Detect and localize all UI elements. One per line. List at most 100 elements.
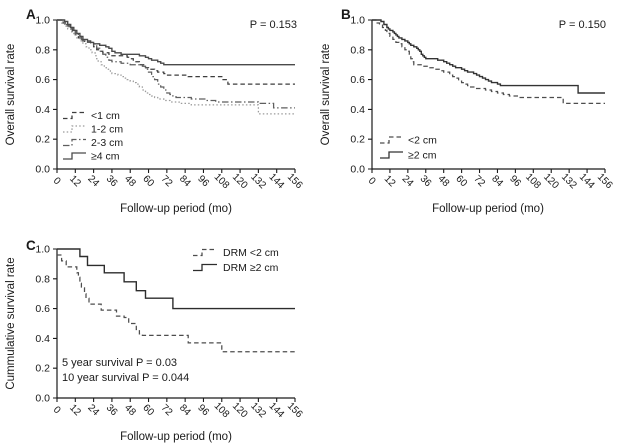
panel-letter-b: B [341, 7, 351, 22]
x-tick-label: 36 [418, 174, 434, 190]
legend-label-2-cm: <2 cm [408, 135, 437, 147]
tick-marks [53, 19, 296, 173]
y-tick-label: 0.2 [35, 134, 50, 146]
y-tick-label: 0.8 [350, 44, 365, 56]
y-tick-label: 1.0 [35, 244, 50, 256]
curve-2-3-cm [57, 19, 295, 109]
x-tick-label: 132 [248, 172, 268, 192]
x-tick-label: 36 [104, 403, 120, 419]
curve-2-cm [372, 19, 605, 94]
x-tick-label: 96 [195, 403, 211, 419]
y-tick-label: 0.2 [35, 363, 50, 375]
x-tick-label: 144 [577, 172, 597, 192]
panel-letter-c: C [26, 238, 36, 253]
x-tick-label: 108 [212, 172, 232, 192]
x-tick-label: 0 [51, 175, 63, 187]
panel-c: 0.0 0.2 0.4 0.6 0.8 1.0 0 12 24 36 48 60 72 84 96 10812… [5, 238, 305, 443]
p-value-annotation: P = 0.150 [559, 19, 606, 31]
legend-label-1-2-cm: 1-2 cm [91, 124, 123, 136]
curve-drm-2-cm [57, 248, 295, 310]
y-tick-label: 0.2 [350, 134, 365, 146]
curve-2-cm [372, 19, 605, 105]
y-tick-label: 0.4 [350, 104, 365, 116]
legend-line-sample-drm-2-cm [193, 248, 217, 257]
legend-label-2-cm: ≥2 cm [408, 150, 437, 162]
x-tick-label: 12 [67, 403, 83, 419]
x-tick-label: 72 [159, 403, 175, 419]
legend-line-sample-drm-2-cm [193, 263, 217, 272]
x-tick-label: 72 [471, 174, 487, 190]
x-tick-label: 84 [177, 403, 193, 419]
y-tick-label: 0.6 [350, 74, 365, 86]
x-axis-title: Follow-up period (mo) [120, 203, 232, 215]
x-tick-label: 156 [285, 401, 305, 421]
y-tick-label: 1.0 [350, 15, 365, 27]
x-tick-label: 48 [436, 174, 452, 190]
x-tick-label: 96 [507, 174, 523, 190]
legend-label-1-cm: <1 cm [91, 110, 120, 122]
x-tick-label: 132 [248, 401, 268, 421]
x-tick-label: 108 [212, 401, 232, 421]
panel-b: 0.0 0.2 0.4 0.6 0.8 1.0 0 12 24 36 48 60 72 84 96 10812… [320, 7, 615, 215]
y-tick-label: 0.6 [35, 74, 50, 86]
y-tick-label: 0.4 [35, 333, 50, 345]
legend-label-2-3-cm: 2-3 cm [91, 137, 123, 149]
x-tick-label: 24 [85, 403, 101, 419]
p-value-annotation: P = 0.153 [250, 19, 297, 31]
x-tick-label: 12 [382, 174, 398, 190]
x-tick-label: 84 [177, 174, 193, 190]
tick-marks [53, 248, 296, 402]
x-tick-label: 108 [523, 172, 543, 192]
x-tick-label: 0 [366, 175, 378, 187]
x-tick-label: 96 [195, 174, 211, 190]
x-tick-label: 48 [122, 403, 138, 419]
x-tick-label: 84 [489, 174, 505, 190]
curve-drm-2-cm [57, 254, 295, 353]
y-tick-label: 0.8 [35, 273, 50, 285]
legend-line-sample-2-cm [380, 151, 403, 159]
legend-line-sample-2-3-cm [63, 138, 86, 147]
x-tick-label: 48 [122, 174, 138, 190]
x-tick-label: 156 [595, 172, 615, 192]
x-tick-label: 120 [230, 172, 250, 192]
x-tick-label: 0 [51, 404, 63, 416]
x-tick-label: 144 [267, 172, 287, 192]
x-tick-label: 120 [541, 172, 561, 192]
legend-label-drm-2-cm: DRM <2 cm [223, 247, 279, 259]
legend-line-sample-1-2-cm [63, 125, 86, 133]
x-tick-label: 60 [453, 174, 469, 190]
tick-marks [368, 19, 606, 173]
y-tick-label: 0.6 [35, 303, 50, 315]
panel-letter-a: A [26, 7, 36, 22]
panel-a: 0.0 0.2 0.4 0.6 0.8 1.0 0 12 24 36 48 60 72 84 96 10812… [5, 7, 305, 215]
x-axis-title: Follow-up period (mo) [432, 203, 544, 215]
x-tick-label: 72 [159, 174, 175, 190]
x-tick-label: 12 [67, 174, 83, 190]
y-axis-title: Overall survival rate [5, 44, 17, 146]
x-tick-label: 156 [285, 172, 305, 192]
y-axis-title: Overall survival rate [320, 44, 332, 146]
x-tick-label: 144 [267, 401, 287, 421]
x-axis-title: Follow-up period (mo) [120, 431, 232, 443]
y-tick-label: 0.4 [35, 104, 50, 116]
x-tick-label: 60 [140, 174, 156, 190]
y-tick-label: 0.0 [35, 393, 50, 405]
y-tick-label: 0.0 [350, 164, 365, 176]
axes [371, 20, 605, 170]
x-tick-label: 120 [230, 401, 250, 421]
y-tick-label: 1.0 [35, 15, 50, 27]
y-tick-label: 0.0 [35, 164, 50, 176]
x-tick-label: 60 [140, 403, 156, 419]
y-tick-label: 0.8 [35, 44, 50, 56]
legend-label-drm-2-cm: DRM ≥2 cm [223, 262, 279, 274]
x-tick-label: 24 [400, 174, 416, 190]
x-tick-label: 24 [85, 174, 101, 190]
legend-label-4-cm: ≥4 cm [91, 151, 120, 163]
legend-line-sample-1-cm [63, 111, 86, 120]
curve-4-cm [57, 19, 295, 66]
x-tick-label: 132 [559, 172, 579, 192]
y-axis-title: Cummulative survival rate [5, 257, 17, 389]
x-tick-label: 36 [104, 174, 120, 190]
